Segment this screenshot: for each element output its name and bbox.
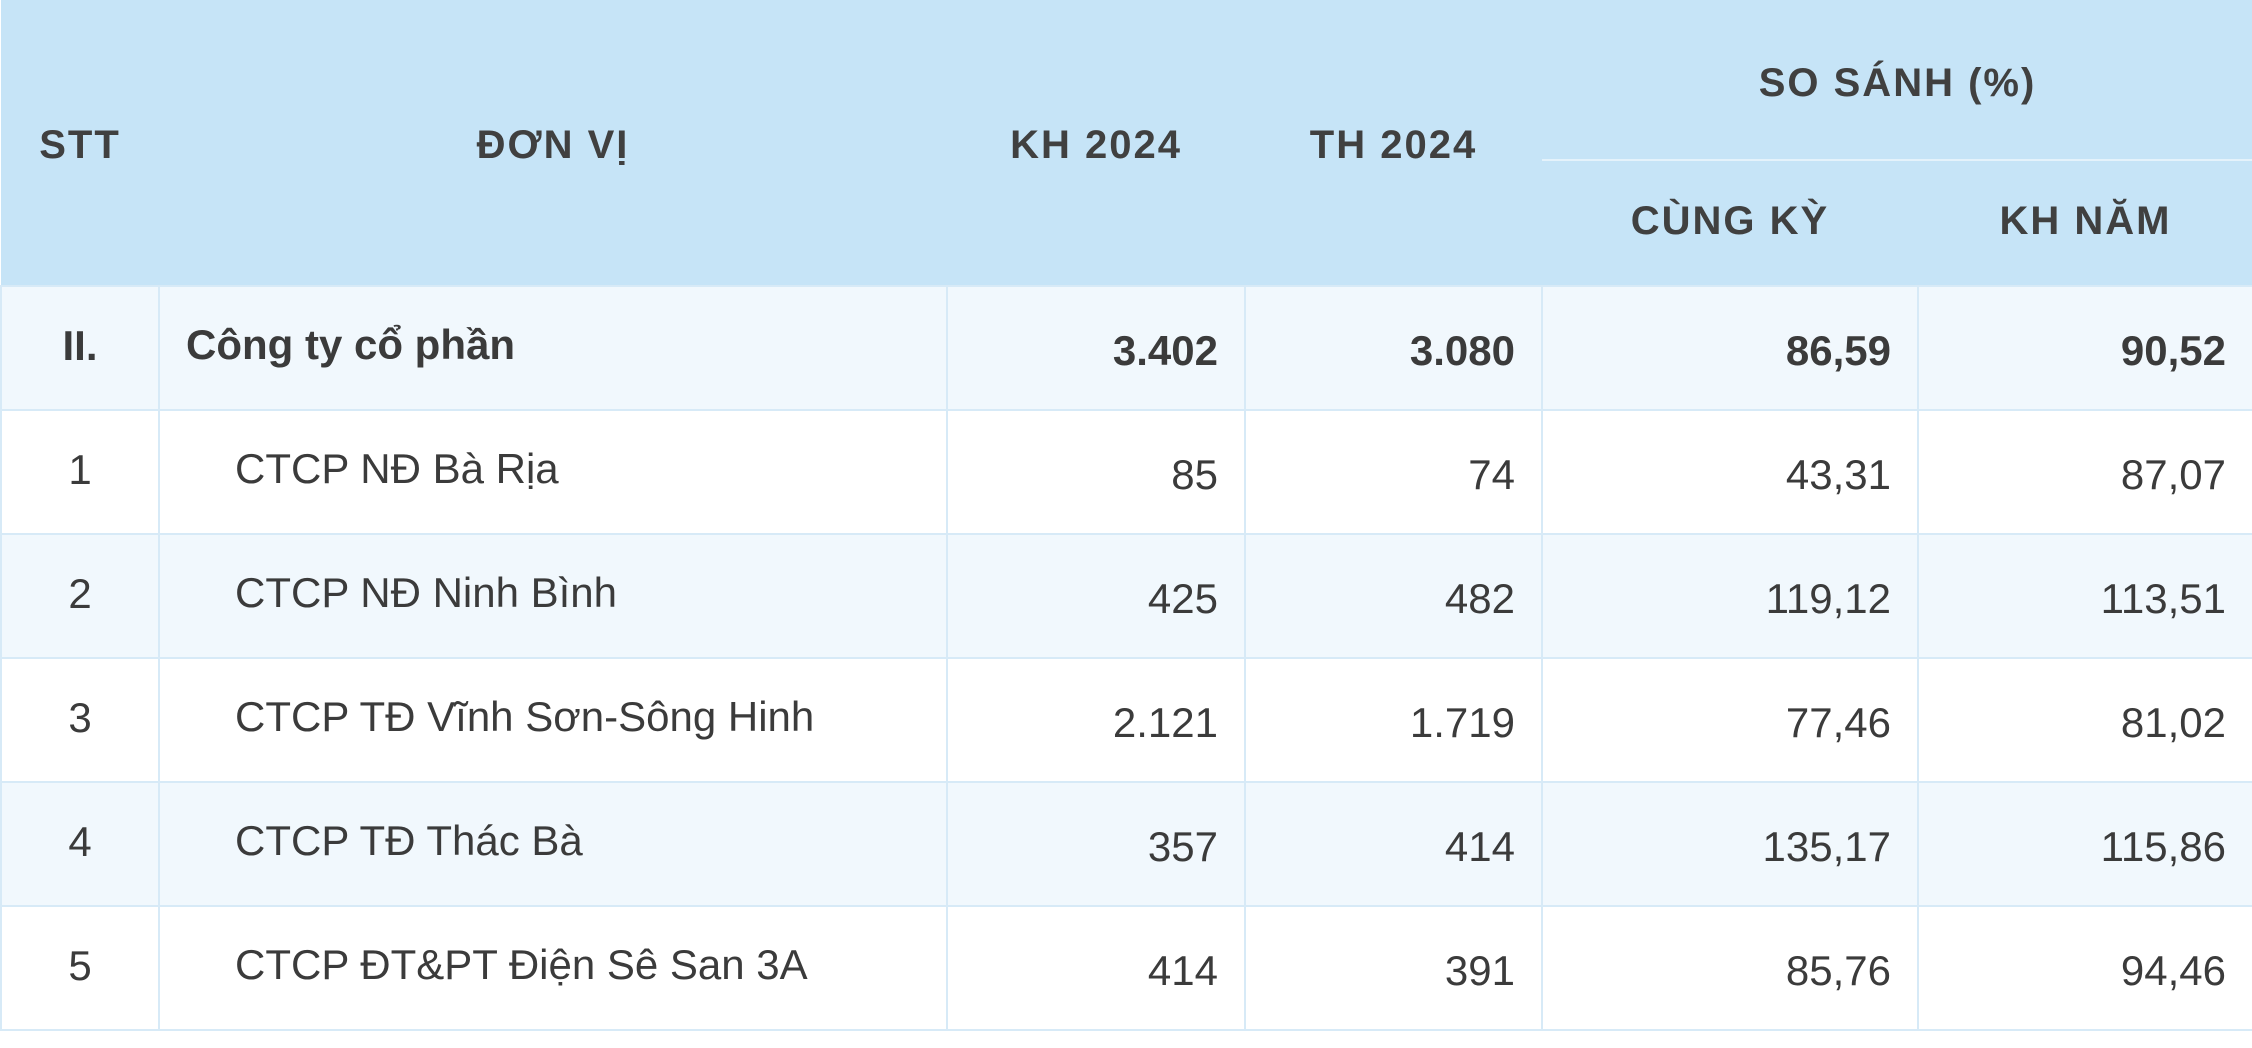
cell-don-vi: CTCP TĐ Vĩnh Sơn-Sông Hinh <box>158 657 948 783</box>
cell-th-2024: 482 <box>1244 533 1543 659</box>
cell-cung-ky: 135,17 <box>1541 781 1919 907</box>
cell-don-vi: CTCP TĐ Thác Bà <box>158 781 948 907</box>
header-stt: STT <box>1 0 159 286</box>
cell-th-2024: 391 <box>1244 905 1543 1031</box>
cell-cung-ky: 119,12 <box>1541 533 1919 659</box>
cell-kh-nam: 115,86 <box>1916 781 2252 907</box>
cell-stt: 3 <box>0 657 160 783</box>
header-so-sanh-group: SO SÁNH (%) <box>1542 0 2252 161</box>
cell-cung-ky: 43,31 <box>1541 409 1919 535</box>
cell-th-2024: 74 <box>1244 409 1543 535</box>
cell-stt: 2 <box>0 533 160 659</box>
cell-kh-nam: 94,46 <box>1916 905 2252 1031</box>
cell-stt: 4 <box>0 781 160 907</box>
cell-th-2024: 3.080 <box>1244 285 1543 411</box>
cell-stt: 1 <box>0 409 160 535</box>
cell-don-vi: CTCP NĐ Bà Rịa <box>158 409 948 535</box>
cell-kh-2024: 3.402 <box>946 285 1246 411</box>
table-row: 3 CTCP TĐ Vĩnh Sơn-Sông Hinh 2.121 1.719… <box>0 657 2252 783</box>
header-don-vi: ĐƠN VỊ <box>159 0 947 286</box>
header-kh-nam: KH NĂM <box>1918 160 2252 286</box>
cell-th-2024: 1.719 <box>1244 657 1543 783</box>
cell-kh-2024: 425 <box>946 533 1246 659</box>
cell-kh-2024: 2.121 <box>946 657 1246 783</box>
table-row-group: II. Công ty cổ phần 3.402 3.080 86,59 90… <box>0 285 2252 411</box>
cell-kh-nam: 90,52 <box>1916 285 2252 411</box>
table-header: STT ĐƠN VỊ KH 2024 TH 2024 SO SÁNH (%) C… <box>1 0 2252 286</box>
table-row: 4 CTCP TĐ Thác Bà 357 414 135,17 115,86 <box>0 781 2252 907</box>
cell-don-vi: CTCP NĐ Ninh Bình <box>158 533 948 659</box>
cell-stt: II. <box>0 285 160 411</box>
cell-cung-ky: 77,46 <box>1541 657 1919 783</box>
table-body: II. Công ty cổ phần 3.402 3.080 86,59 90… <box>0 285 2252 1031</box>
table-row: 1 CTCP NĐ Bà Rịa 85 74 43,31 87,07 <box>0 409 2252 535</box>
cell-kh-2024: 414 <box>946 905 1246 1031</box>
header-kh-2024: KH 2024 <box>947 0 1245 286</box>
cell-cung-ky: 86,59 <box>1541 285 1919 411</box>
header-row-sub: CÙNG KỲ KH NĂM <box>1 160 2252 286</box>
table-row: 2 CTCP NĐ Ninh Bình 425 482 119,12 113,5… <box>0 533 2252 659</box>
header-th-2024: TH 2024 <box>1245 0 1542 286</box>
cell-kh-nam: 81,02 <box>1916 657 2252 783</box>
cell-th-2024: 414 <box>1244 781 1543 907</box>
header-cung-ky: CÙNG KỲ <box>1542 160 1918 286</box>
header-row-top: STT ĐƠN VỊ KH 2024 TH 2024 SO SÁNH (%) <box>1 0 2252 286</box>
cell-kh-2024: 85 <box>946 409 1246 535</box>
cell-stt: 5 <box>0 905 160 1031</box>
cell-don-vi: CTCP ĐT&PT Điện Sê San 3A <box>158 905 948 1031</box>
cell-kh-nam: 113,51 <box>1916 533 2252 659</box>
cell-kh-nam: 87,07 <box>1916 409 2252 535</box>
cell-cung-ky: 85,76 <box>1541 905 1919 1031</box>
cell-kh-2024: 357 <box>946 781 1246 907</box>
cell-don-vi: Công ty cổ phần <box>158 285 948 411</box>
table-row: 5 CTCP ĐT&PT Điện Sê San 3A 414 391 85,7… <box>0 905 2252 1031</box>
